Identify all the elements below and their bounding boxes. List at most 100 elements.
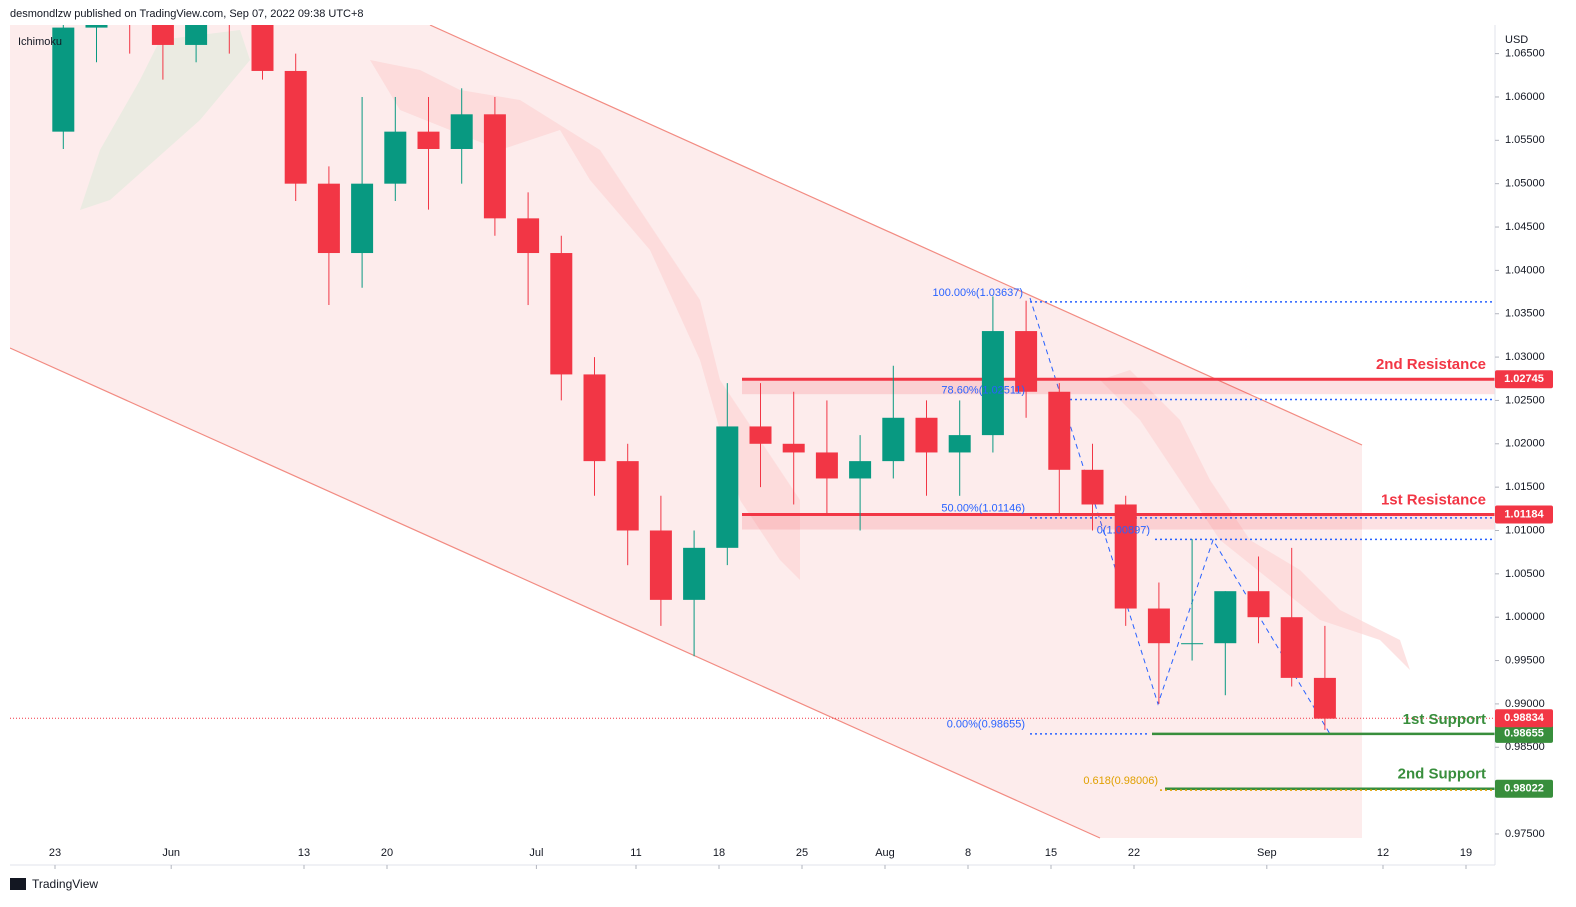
candle-body <box>1247 591 1270 618</box>
y-tick-label: 0.99000 <box>1505 698 1545 710</box>
level-value: 0.98655 <box>1504 728 1544 740</box>
candle-body <box>1114 504 1137 609</box>
x-tick-label: 8 <box>965 847 971 859</box>
decor <box>10 25 1410 839</box>
fib-label: 0(1.00897) <box>1097 524 1150 536</box>
candle-body <box>882 417 905 462</box>
cloud <box>1100 370 1410 670</box>
candle-body <box>450 114 473 149</box>
level-value: 1.01184 <box>1504 508 1544 520</box>
publisher: desmondlzw published on TradingView.com,… <box>10 8 364 20</box>
x-tick-label: Jun <box>162 847 180 859</box>
level-value: 0.98022 <box>1504 783 1544 795</box>
candle-body <box>1147 608 1170 644</box>
x-tick-label: Jul <box>529 847 543 859</box>
y-tick-label: 1.06500 <box>1505 48 1545 60</box>
x-tick-label: 11 <box>630 847 641 859</box>
y-tick-label: 1.05000 <box>1505 178 1545 190</box>
brand: TradingView <box>32 877 98 891</box>
candle-body <box>483 114 506 219</box>
y-tick-label: 1.00000 <box>1505 611 1545 623</box>
x-tick-label: Sep <box>1257 847 1277 859</box>
candle-body <box>1015 331 1038 392</box>
logo <box>10 878 26 890</box>
y-tick-label: 0.97500 <box>1505 828 1545 840</box>
plot <box>10 25 1495 791</box>
fib-label: 50.00%(1.01146) <box>941 503 1025 515</box>
candle-body <box>583 374 606 462</box>
y-tick-label: 0.98500 <box>1505 741 1545 753</box>
fib-label: 78.60%(1.02511) <box>941 384 1025 396</box>
x-tick-label: 12 <box>1377 847 1389 859</box>
y-tick-label: 1.04000 <box>1505 264 1545 276</box>
candle-body <box>384 131 407 184</box>
y-tick-label: 1.06000 <box>1505 91 1545 103</box>
x-tick-label: 20 <box>381 847 393 859</box>
candle-body <box>849 461 872 479</box>
candle-body <box>417 131 440 149</box>
x-tick-label: 22 <box>1128 847 1140 859</box>
candle-body <box>981 331 1004 436</box>
indicator: Ichimoku <box>18 36 62 48</box>
last-price-box <box>1495 709 1553 728</box>
candle-body <box>782 443 805 453</box>
candle-body <box>151 25 174 45</box>
candle-body <box>284 70 307 184</box>
candle-body <box>1081 469 1104 505</box>
fib-label: 100.00%(1.03637) <box>932 287 1023 299</box>
channel-line <box>10 347 1101 839</box>
level-name: 2nd Support <box>1398 766 1486 783</box>
channel-line <box>429 25 1363 446</box>
y-tick-label: 1.01500 <box>1505 481 1545 493</box>
candle-body <box>550 253 573 375</box>
fib-path <box>1029 297 1331 735</box>
candle-body <box>317 183 340 254</box>
cloud <box>80 30 250 210</box>
candle-body <box>52 27 75 132</box>
level-box <box>1495 505 1553 524</box>
y-tick-label: 1.03000 <box>1505 351 1545 363</box>
level-name: 2nd Resistance <box>1376 356 1486 373</box>
x-tick-label: Aug <box>875 847 895 859</box>
last-price-label: 0.98834 <box>1504 712 1545 724</box>
y-tick-label: 1.05500 <box>1505 134 1545 146</box>
y-tick-label: 1.04500 <box>1505 221 1545 233</box>
level-name: 1st Resistance <box>1381 492 1486 509</box>
candle-body <box>683 547 706 600</box>
candle-body <box>948 435 971 453</box>
candle-body <box>85 25 108 28</box>
level-box <box>1495 724 1553 743</box>
x-tick-label: 15 <box>1045 847 1057 859</box>
candle-body <box>1048 391 1071 470</box>
candle-body <box>1181 643 1204 645</box>
level-box <box>1495 779 1553 798</box>
candle-body <box>1214 591 1237 644</box>
candle-body <box>351 183 374 254</box>
y-tick-label: 0.99500 <box>1505 654 1545 666</box>
candle-body <box>716 426 739 548</box>
y-tick-label: 1.00500 <box>1505 568 1545 580</box>
candle-body <box>616 461 639 531</box>
y-tick-label: 1.02000 <box>1505 438 1545 450</box>
currency: USD <box>1505 34 1528 46</box>
candle-body <box>1313 677 1336 719</box>
candle-body <box>517 218 540 254</box>
fib-label: 0.00%(0.98655) <box>947 719 1025 731</box>
y-tick-label: 1.03500 <box>1505 308 1545 320</box>
channel-fill <box>10 25 1362 838</box>
level-name: 1st Support <box>1403 711 1486 728</box>
candle-body <box>185 25 208 45</box>
candle-body <box>749 426 772 444</box>
resistance-zone <box>742 379 1495 395</box>
y-tick-label: 1.01000 <box>1505 524 1545 536</box>
x-tick-label: 19 <box>1460 847 1472 859</box>
candle-body <box>915 417 938 453</box>
x-tick-label: 25 <box>796 847 808 859</box>
cloud <box>370 60 800 580</box>
fib-label: 0.618(0.98006) <box>1083 775 1158 787</box>
candle-body <box>251 25 274 71</box>
x-tick-label: 13 <box>298 847 310 859</box>
level-value: 1.02745 <box>1504 373 1544 385</box>
x-tick-label: 23 <box>49 847 61 859</box>
